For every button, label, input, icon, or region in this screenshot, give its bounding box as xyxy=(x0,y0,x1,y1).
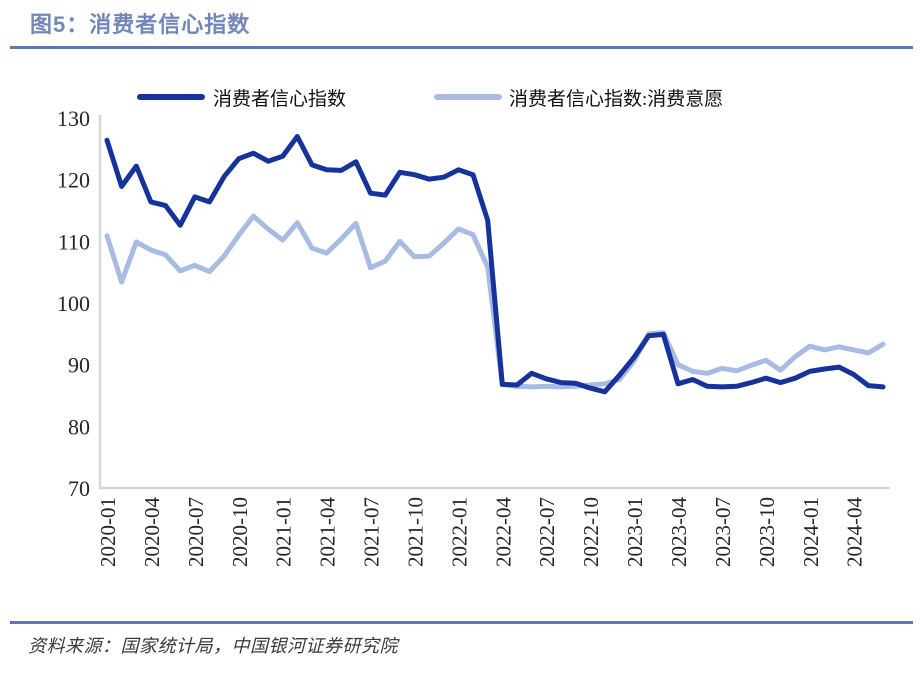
x-tick-label: 2024-04 xyxy=(843,497,867,567)
x-tick-label: 2022-07 xyxy=(535,497,559,567)
x-tick-label: 2020-04 xyxy=(140,497,164,567)
y-tick-label: 90 xyxy=(68,353,90,378)
x-tick-label: 2022-04 xyxy=(491,497,515,567)
x-tick-label: 2022-10 xyxy=(579,497,603,567)
legend-swatch-willingness xyxy=(434,94,502,100)
figure-title: 图5：消费者信心指数 xyxy=(30,12,251,37)
legend-swatch-cci xyxy=(137,94,205,100)
legend-label-willingness: 消费者信心指数:消费意愿 xyxy=(509,89,724,110)
y-tick-label: 120 xyxy=(57,168,90,193)
x-tick-label: 2023-01 xyxy=(623,497,647,567)
source-note: 资料来源：国家统计局，中国银河证券研究院 xyxy=(28,636,398,656)
x-tick-label: 2024-01 xyxy=(799,497,823,567)
y-tick-label: 100 xyxy=(57,291,90,316)
x-tick-label: 2021-01 xyxy=(272,497,296,567)
series-line-cci xyxy=(104,134,886,395)
y-tick-label: 110 xyxy=(58,229,90,254)
y-tick-label: 130 xyxy=(57,106,90,131)
x-tick-label: 2020-01 xyxy=(96,497,120,567)
x-tick-label: 2020-07 xyxy=(184,497,208,567)
x-tick-label: 2023-07 xyxy=(711,497,735,567)
y-tick-label: 80 xyxy=(68,414,90,439)
x-tick-label: 2023-10 xyxy=(755,497,779,567)
x-tick-label: 2021-04 xyxy=(316,497,340,567)
source-divider xyxy=(10,621,913,624)
x-tick-label: 2023-04 xyxy=(667,497,691,567)
x-tick-label: 2021-10 xyxy=(403,497,427,567)
axis-lines xyxy=(98,115,890,490)
legend-label-cci: 消费者信心指数 xyxy=(213,89,347,110)
x-tick-label: 2021-07 xyxy=(360,497,384,567)
x-tick-label: 2020-10 xyxy=(228,497,252,567)
x-tick-label: 2022-01 xyxy=(447,497,471,567)
y-tick-label: 70 xyxy=(68,476,90,501)
title-divider xyxy=(10,46,913,49)
